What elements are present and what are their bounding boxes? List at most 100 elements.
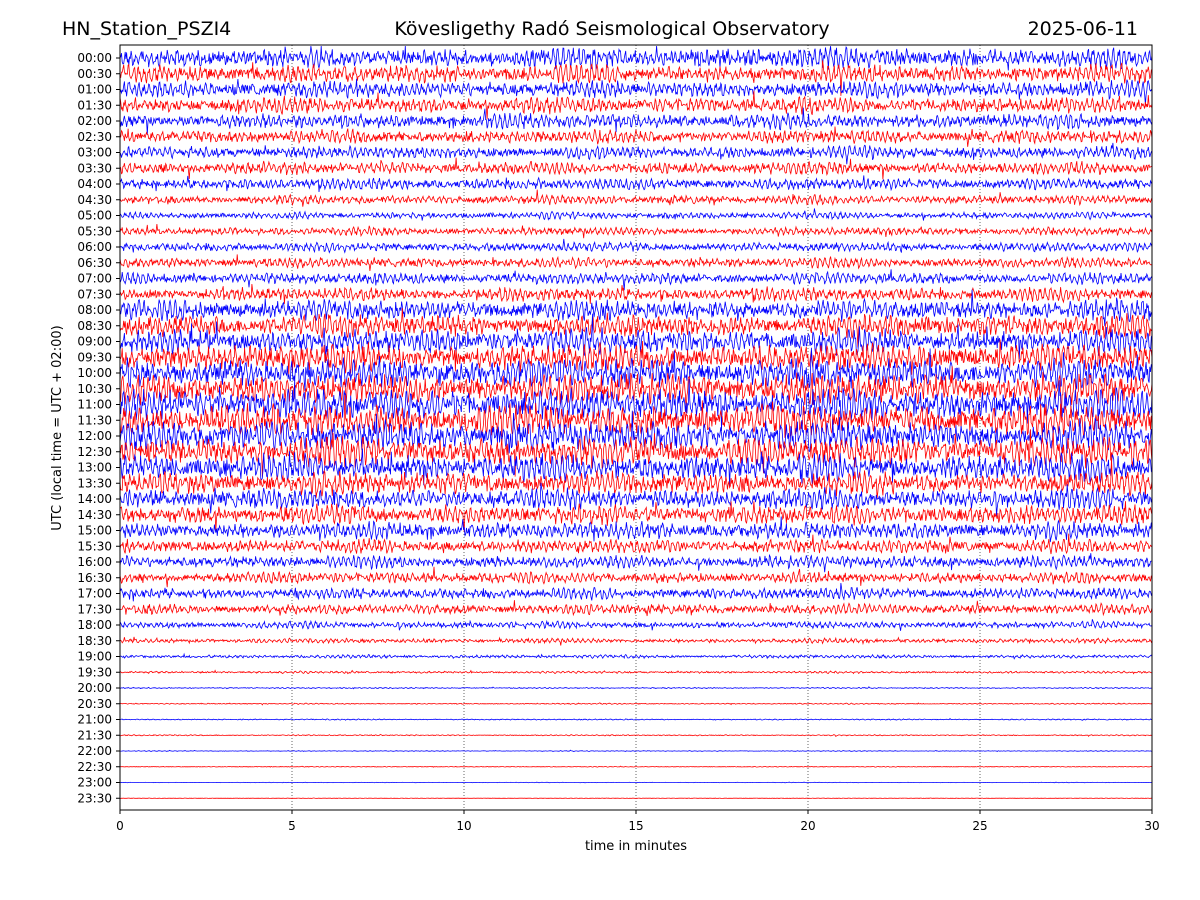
trace-row-1930 <box>119 669 1153 675</box>
trace-row-2230 <box>120 765 1153 768</box>
trace-row-1830 <box>119 636 1153 646</box>
trace-row-0300 <box>119 142 1153 165</box>
trace-row-0730 <box>119 283 1153 304</box>
trace-row-0130 <box>119 90 1153 120</box>
y-tick-label: 00:00 <box>77 51 112 65</box>
trace-row-0100 <box>119 78 1153 106</box>
trace-row-1130 <box>119 394 1153 438</box>
y-tick-label: 09:00 <box>77 335 112 349</box>
y-tick-label: 10:00 <box>77 366 112 380</box>
y-tick-label: 13:30 <box>77 476 112 490</box>
trace-row-0000 <box>119 45 1153 71</box>
y-tick-label: 17:00 <box>77 587 112 601</box>
y-tick-label: 09:30 <box>77 350 112 364</box>
y-tick-label: 18:00 <box>77 618 112 632</box>
trace-row-1600 <box>119 553 1152 573</box>
y-tick-label: 06:00 <box>77 240 112 254</box>
trace-row-1630 <box>119 566 1153 588</box>
trace-row-1400 <box>119 482 1153 517</box>
y-tick-label: 05:30 <box>77 224 112 238</box>
y-tick-label: 08:00 <box>77 303 112 317</box>
y-tick-label: 10:30 <box>77 382 112 396</box>
trace-row-2300 <box>119 781 1153 784</box>
trace-row-2330 <box>119 797 1153 800</box>
y-tick-label: 03:30 <box>77 161 112 175</box>
trace-row-2030 <box>119 702 1153 706</box>
y-tick-label: 04:30 <box>77 193 112 207</box>
observatory-title: Kövesligethy Radó Seismological Observat… <box>394 18 829 40</box>
trace-row-1330 <box>119 457 1153 499</box>
x-tick-label: 0 <box>116 819 124 833</box>
trace-row-1030 <box>119 366 1153 423</box>
y-tick-label: 07:30 <box>77 287 112 301</box>
trace-row-2130 <box>119 733 1153 737</box>
y-tick-label: 22:00 <box>77 744 112 758</box>
y-tick-label: 16:30 <box>77 571 112 585</box>
trace-row-0030 <box>119 60 1152 96</box>
y-tick-label: 14:00 <box>77 492 112 506</box>
trace-row-0500 <box>119 208 1153 221</box>
y-tick-label: 15:30 <box>77 539 112 553</box>
y-tick-label: 12:30 <box>77 445 112 459</box>
y-tick-label: 08:30 <box>77 319 112 333</box>
y-axis-label: UTC (local time = UTC + 02:00) <box>50 325 65 530</box>
trace-row-0930 <box>119 339 1153 375</box>
y-tick-label: 11:30 <box>77 413 112 427</box>
trace-row-1430 <box>119 501 1153 532</box>
y-tick-label: 07:00 <box>77 272 112 286</box>
station-title: HN_Station_PSZI4 <box>62 18 231 40</box>
x-tick-label: 30 <box>1144 819 1159 833</box>
trace-row-0400 <box>119 175 1153 193</box>
y-tick-label: 23:00 <box>77 776 112 790</box>
trace-row-1500 <box>119 516 1153 543</box>
y-tick-label: 03:00 <box>77 146 112 160</box>
y-tick-label: 16:00 <box>77 555 112 569</box>
y-tick-label: 21:00 <box>77 713 112 727</box>
x-tick-label: 15 <box>628 819 643 833</box>
y-tick-label: 01:30 <box>77 98 112 112</box>
trace-row-0830 <box>119 308 1153 348</box>
trace-row-2000 <box>119 686 1153 690</box>
y-tick-label: 05:00 <box>77 209 112 223</box>
x-axis-label: time in minutes <box>585 839 687 854</box>
date-title: 2025-06-11 <box>1028 18 1138 40</box>
y-tick-label: 19:30 <box>77 665 112 679</box>
x-tick-label: 10 <box>456 819 471 833</box>
trace-row-1100 <box>119 378 1153 432</box>
y-tick-label: 22:30 <box>77 760 112 774</box>
y-tick-label: 15:00 <box>77 524 112 538</box>
y-tick-label: 18:30 <box>77 634 112 648</box>
trace-row-1000 <box>119 347 1153 391</box>
trace-row-0230 <box>119 126 1153 147</box>
trace-row-0600 <box>119 238 1153 254</box>
y-tick-label: 21:30 <box>77 728 112 742</box>
x-axis-ticks: 0 5 10 15 20 25 30 <box>116 810 1160 833</box>
y-tick-label: 04:00 <box>77 177 112 191</box>
trace-row-1230 <box>119 429 1153 477</box>
y-tick-label: 01:00 <box>77 83 112 97</box>
trace-row-1800 <box>119 619 1153 631</box>
y-tick-label: 23:30 <box>77 791 112 805</box>
trace-row-0700 <box>119 269 1153 291</box>
seismic-traces <box>119 45 1153 800</box>
trace-row-1530 <box>119 533 1153 555</box>
trace-row-0630 <box>119 254 1153 272</box>
x-tick-label: 25 <box>972 819 987 833</box>
trace-row-0200 <box>119 107 1153 135</box>
trace-row-2200 <box>119 749 1153 753</box>
trace-row-2100 <box>119 717 1153 721</box>
trace-row-0430 <box>119 189 1153 207</box>
x-tick-label: 20 <box>800 819 815 833</box>
trace-row-1900 <box>119 652 1153 660</box>
trace-row-1300 <box>119 448 1153 487</box>
trace-row-0800 <box>119 289 1153 327</box>
y-tick-label: 11:00 <box>77 398 112 412</box>
y-tick-label: 20:30 <box>77 697 112 711</box>
y-tick-label: 14:30 <box>77 508 112 522</box>
x-tick-label: 5 <box>288 819 296 833</box>
trace-row-1730 <box>119 600 1153 617</box>
y-tick-label: 02:00 <box>77 114 112 128</box>
trace-row-1700 <box>119 582 1153 602</box>
